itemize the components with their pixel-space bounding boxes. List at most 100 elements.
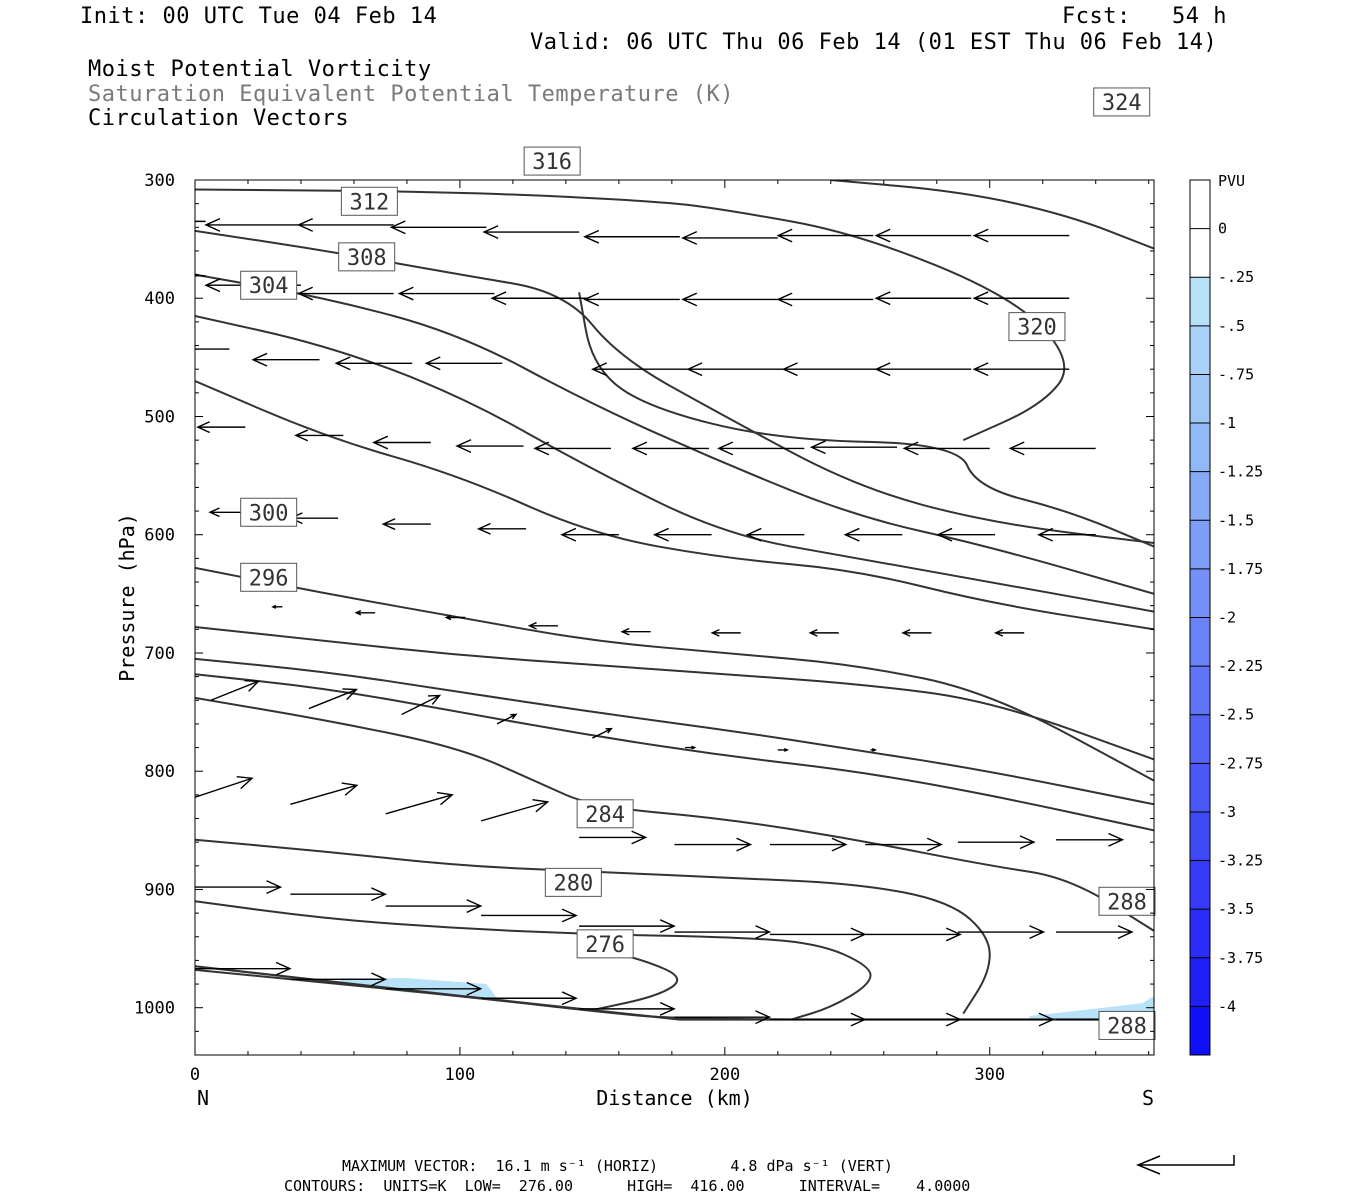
x-tick-label: 300 — [974, 1065, 1005, 1085]
colorbar-swatch — [1190, 957, 1210, 1007]
field-title-vectors: Circulation Vectors — [88, 106, 350, 131]
circulation-vector — [195, 775, 254, 798]
y-tick-label: 300 — [144, 171, 175, 191]
circulation-vector — [631, 441, 709, 456]
colorbar-tick-label: -.25 — [1218, 268, 1254, 286]
colorbar-swatch — [1190, 568, 1210, 618]
circulation-vector — [776, 228, 874, 243]
x-axis-label: Distance (km) — [596, 1086, 753, 1110]
theta-es-contour — [195, 380, 1154, 631]
colorbar-tick-label: -1.5 — [1218, 511, 1254, 529]
theta-es-contour — [195, 968, 1154, 1021]
field-title-theta-es: Saturation Equivalent Potential Temperat… — [88, 82, 735, 107]
circulation-vector — [381, 518, 431, 531]
circulation-vector — [652, 527, 712, 542]
theta-es-contour — [195, 315, 1154, 613]
circulation-vector — [957, 925, 1046, 939]
circulation-vector — [490, 291, 588, 306]
max-vector-text: MAXIMUM VECTOR: 16.1 m s⁻¹ (HORIZ) 4.8 d… — [342, 1157, 893, 1175]
circulation-vector — [1055, 832, 1125, 847]
colorbar-swatch — [1190, 228, 1210, 278]
circulation-vector — [936, 527, 996, 542]
colorbar-swatch — [1190, 666, 1210, 716]
circulation-vector — [480, 798, 550, 822]
forecast-hour: Fcst: 54 h — [1062, 4, 1227, 29]
y-tick-label: 500 — [144, 407, 175, 427]
circulation-vector — [579, 830, 648, 845]
contour-label-box — [576, 929, 634, 959]
colorbar-swatch — [1190, 277, 1210, 327]
contour-label: 284 — [585, 803, 625, 828]
colorbar-tick-label: -3.5 — [1218, 900, 1254, 918]
circulation-vector — [204, 217, 301, 232]
y-tick-label: 700 — [144, 644, 175, 664]
colorbar-tick-label: -2.75 — [1218, 754, 1263, 772]
x-tick-label: 0 — [190, 1065, 200, 1085]
circulation-vector — [385, 791, 454, 815]
circulation-vector — [195, 220, 206, 223]
colorbar-swatch — [1190, 374, 1210, 424]
colorbar-tick-label: -2.5 — [1218, 706, 1254, 724]
circulation-vector — [870, 747, 877, 752]
contour-label-box — [240, 497, 298, 527]
circulation-vector — [583, 292, 680, 307]
colorbar-swatch — [1190, 325, 1210, 375]
contour-label-box — [544, 867, 602, 897]
colorbar-tick-label: -2 — [1218, 609, 1236, 627]
circulation-vector — [195, 348, 230, 350]
theta-es-contour — [195, 657, 1154, 806]
circulation-vector — [195, 961, 292, 976]
circulation-vector — [210, 679, 260, 701]
contour-label: 308 — [347, 246, 387, 271]
y-tick-label: 400 — [144, 289, 175, 309]
theta-es-contour — [830, 180, 1154, 250]
contour-label: 316 — [532, 150, 572, 175]
mpv-shading — [1135, 995, 1154, 1008]
colorbar-tick-label: -3.75 — [1218, 949, 1263, 967]
contour-label: 304 — [249, 274, 289, 299]
circulation-vector — [717, 441, 805, 456]
contour-label-box — [340, 186, 398, 216]
contour-info-text: CONTOURS: UNITS=K LOW= 276.00 HIGH= 416.… — [284, 1177, 971, 1195]
circulation-vector — [865, 1012, 962, 1027]
contour-label-box — [1093, 87, 1151, 117]
circulation-vector — [620, 627, 651, 636]
theta-es-contour — [195, 673, 1154, 832]
circulation-vector — [424, 356, 503, 371]
colorbar-tick-label: -1.25 — [1218, 463, 1263, 481]
circulation-vector — [385, 981, 483, 996]
circulation-vector — [496, 713, 518, 725]
circulation-vector — [769, 927, 867, 942]
colorbar-swatch — [1190, 714, 1210, 764]
theta-es-contour — [578, 292, 1154, 548]
circulation-vector — [685, 745, 697, 750]
y-tick-label: 800 — [144, 762, 175, 782]
x-end-label-north: N — [197, 1086, 209, 1110]
circulation-vector — [481, 991, 578, 1006]
contour-label: 288 — [1107, 1014, 1147, 1039]
circulation-vector — [583, 229, 680, 244]
contour-label: 312 — [349, 190, 389, 215]
colorbar-swatch — [1190, 520, 1210, 570]
circulation-vector — [681, 231, 778, 245]
contour-label: 300 — [249, 501, 289, 526]
contour-label: 276 — [585, 933, 625, 958]
circulation-vector — [527, 621, 558, 630]
circulation-vector — [444, 614, 466, 621]
circulation-vector — [769, 837, 848, 852]
colorbar-tick-label: -.5 — [1218, 317, 1245, 335]
circulation-vector — [776, 292, 874, 307]
circulation-vector — [533, 441, 611, 456]
contour-label: 324 — [1102, 91, 1142, 116]
y-tick-label: 900 — [144, 880, 175, 900]
colorbar-title: PVU — [1218, 172, 1245, 190]
circulation-vector — [781, 362, 879, 377]
theta-es-contour — [195, 900, 872, 1021]
circulation-vector — [865, 837, 943, 852]
circulation-vector — [397, 286, 495, 301]
colorbar-tick-label: -4 — [1218, 997, 1236, 1015]
circulation-vector — [777, 747, 790, 752]
theta-es-contour — [578, 942, 679, 1012]
circulation-vector — [290, 887, 388, 902]
y-tick-label: 1000 — [134, 999, 175, 1019]
